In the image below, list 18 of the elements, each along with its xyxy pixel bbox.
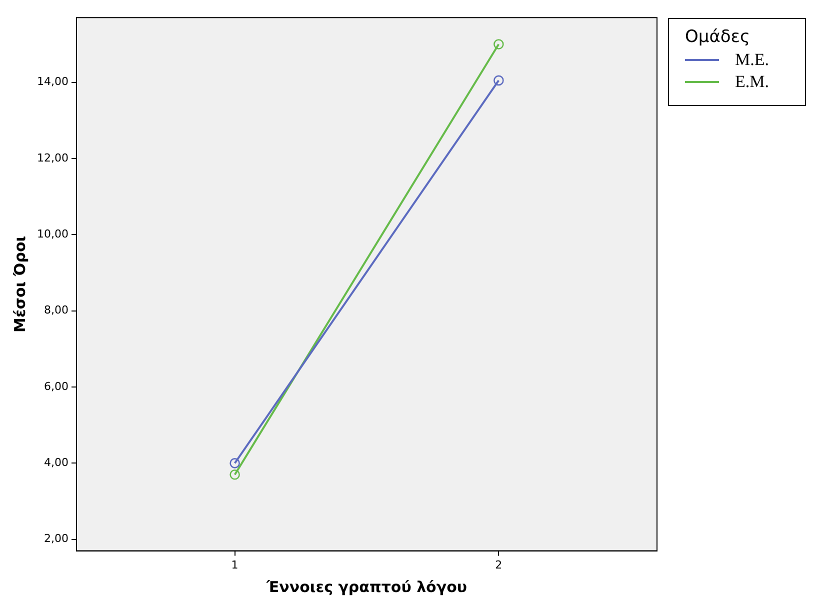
- point: [494, 39, 504, 50]
- y-tick-label: 2,00: [44, 532, 68, 546]
- point: [230, 458, 240, 468]
- y-tick-label: 4,00: [44, 456, 68, 470]
- y-tick-label: 14,00: [36, 75, 68, 88]
- x-axis-title: Έννοιες γραπτού λόγου: [265, 578, 468, 596]
- x-tick-label: 1: [231, 558, 238, 572]
- legend-label: Μ.Ε.: [735, 49, 769, 71]
- point: [494, 75, 504, 86]
- x-tick-label: 2: [495, 558, 502, 572]
- y-tick-label: 6,00: [44, 380, 68, 393]
- legend-title: Ομάδες: [685, 27, 751, 47]
- y-tick-label: 12,00: [36, 151, 68, 164]
- legend-label: Ε.Μ.: [735, 71, 769, 93]
- point: [230, 469, 240, 480]
- y-tick-label: 10,00: [36, 228, 68, 241]
- y-axis-title: Μέσοι Όροι: [10, 236, 29, 332]
- y-tick-label: 8,00: [44, 304, 68, 317]
